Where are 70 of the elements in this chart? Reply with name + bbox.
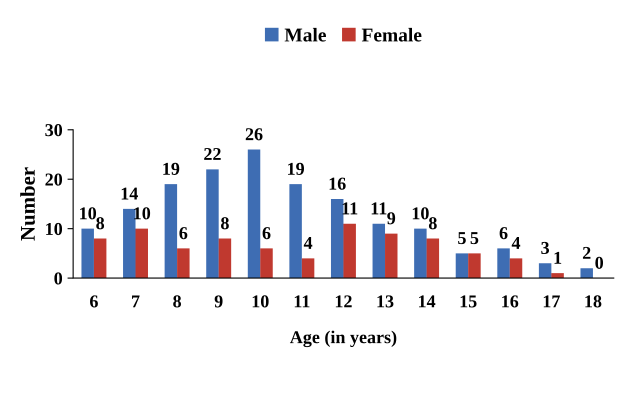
data-label: 5	[470, 232, 478, 244]
bar	[510, 258, 522, 278]
bar	[164, 184, 178, 278]
data-label: 6	[262, 227, 270, 240]
y-tick-label: 20	[45, 173, 62, 186]
bar	[580, 268, 593, 278]
bar	[343, 224, 356, 278]
data-label: 10	[80, 207, 96, 220]
data-label: 16	[330, 178, 346, 190]
data-label: 11	[372, 202, 386, 214]
x-tick-label: 7	[132, 295, 140, 308]
bar	[330, 198, 344, 278]
bar	[81, 228, 94, 278]
x-tick-label: 10	[252, 295, 269, 308]
bar	[177, 248, 190, 278]
bar	[468, 253, 481, 278]
data-label: 10	[412, 207, 429, 220]
bar	[289, 184, 302, 278]
bar	[372, 224, 386, 278]
data-label: 9	[387, 212, 396, 224]
x-tick-label: 15	[460, 295, 477, 308]
bar	[414, 228, 427, 278]
x-axis-title: Age (in years)	[290, 330, 396, 348]
bar	[551, 273, 564, 278]
y-tick-label: 30	[45, 124, 62, 136]
legend-label: Female	[362, 28, 422, 42]
data-label: 19	[163, 162, 180, 175]
bar	[426, 238, 440, 278]
bar	[260, 248, 273, 278]
data-label: 6	[500, 227, 508, 240]
x-tick-label: 12	[336, 295, 352, 308]
data-label: 4	[512, 237, 520, 249]
bar	[206, 169, 219, 278]
data-label: 3	[541, 242, 550, 254]
x-tick-label: 18	[585, 295, 602, 308]
bar	[248, 150, 260, 278]
data-label: 0	[595, 256, 604, 269]
y-tick-label: 0	[54, 272, 62, 285]
bar	[456, 253, 468, 278]
x-tick-label: 6	[90, 295, 98, 308]
x-tick-label: 13	[377, 295, 394, 308]
x-tick-label: 17	[544, 295, 560, 308]
legend-label: Male	[284, 28, 326, 42]
x-tick-label: 8	[173, 295, 182, 308]
bar	[136, 228, 148, 278]
bar	[123, 208, 136, 278]
data-label: 8	[96, 217, 104, 230]
data-label: 26	[246, 128, 263, 140]
data-label: 19	[288, 162, 304, 175]
bar	[302, 258, 314, 278]
y-axis-title: Number	[20, 167, 35, 241]
x-tick-label: 16	[502, 295, 518, 308]
data-label: 8	[221, 217, 229, 230]
x-tick-label: 14	[419, 295, 436, 308]
data-label: 22	[204, 148, 221, 160]
data-label: 8	[428, 217, 437, 230]
data-label: 14	[122, 188, 138, 200]
data-label: 4	[304, 237, 312, 249]
bar	[538, 263, 552, 278]
data-label: 1	[554, 252, 562, 264]
bar	[497, 248, 510, 278]
data-label: 6	[179, 227, 188, 240]
data-label: 5	[458, 232, 466, 244]
bar	[94, 238, 106, 278]
bar	[218, 238, 232, 278]
y-tick-label: 10	[46, 222, 62, 236]
bar	[385, 234, 398, 278]
x-tick-label: 11	[294, 295, 310, 308]
x-tick-label: 9	[214, 295, 223, 308]
data-label: 2	[582, 246, 590, 259]
